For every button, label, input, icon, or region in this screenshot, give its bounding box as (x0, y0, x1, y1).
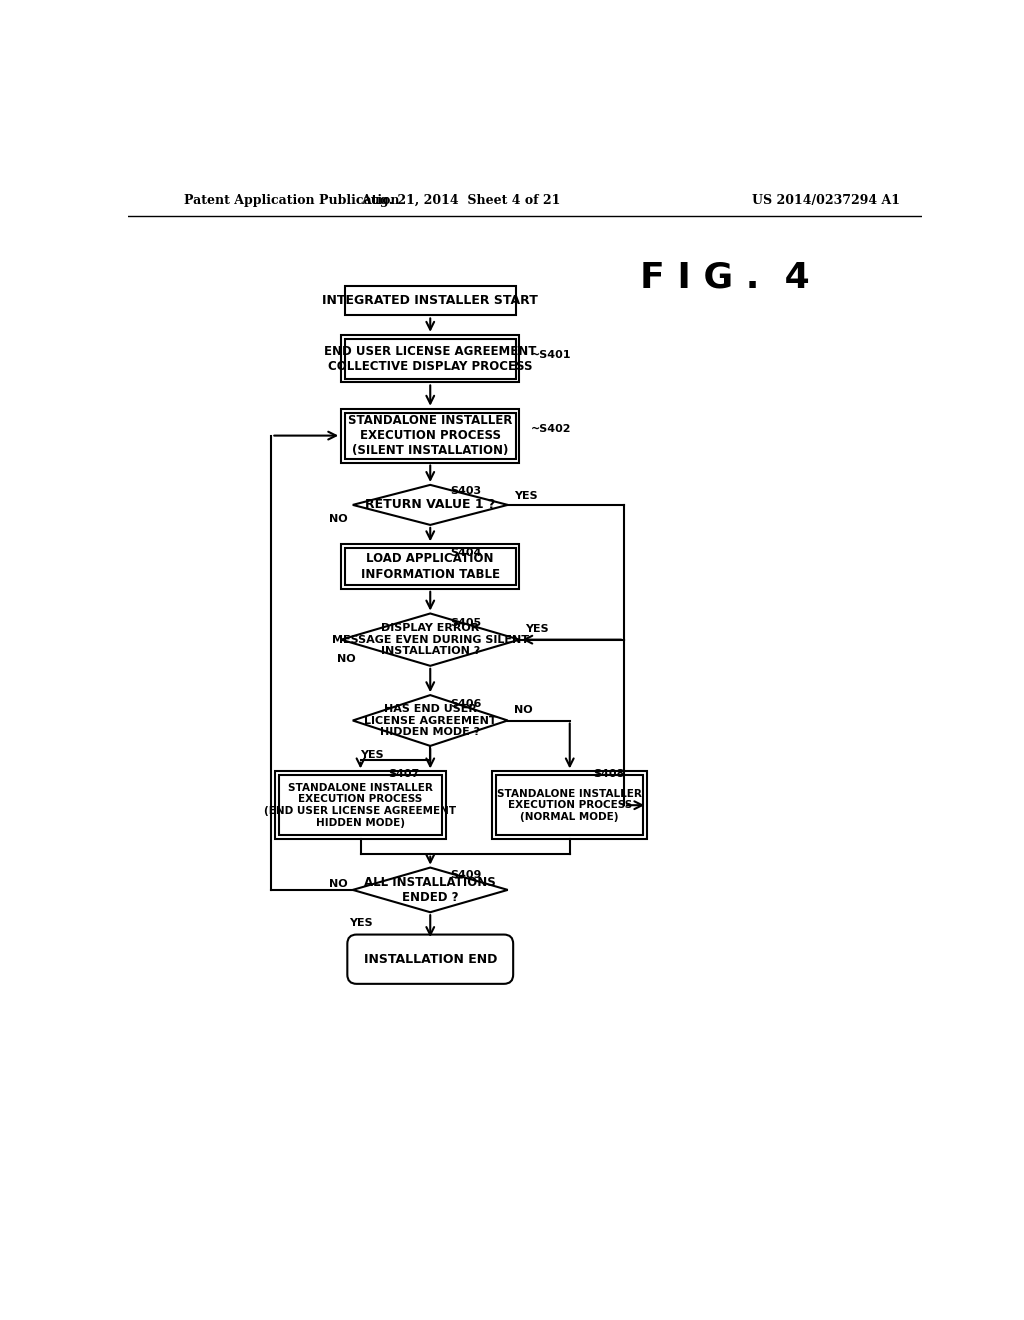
Text: S403: S403 (451, 486, 481, 496)
Text: S405: S405 (451, 618, 481, 628)
Text: END USER LICENSE AGREEMENT
COLLECTIVE DISPLAY PROCESS: END USER LICENSE AGREEMENT COLLECTIVE DI… (324, 345, 537, 372)
Text: ~S401: ~S401 (531, 350, 571, 360)
Bar (275, 771, 445, 840)
Bar (280, 775, 442, 836)
Text: S406: S406 (451, 700, 481, 709)
Text: YES: YES (360, 750, 384, 760)
Text: NO: NO (514, 705, 532, 714)
Polygon shape (352, 867, 508, 912)
FancyBboxPatch shape (347, 935, 513, 983)
Polygon shape (352, 484, 508, 525)
Text: Aug. 21, 2014  Sheet 4 of 21: Aug. 21, 2014 Sheet 4 of 21 (361, 194, 561, 207)
Text: STANDALONE INSTALLER
EXECUTION PROCESS
(NORMAL MODE): STANDALONE INSTALLER EXECUTION PROCESS (… (498, 788, 642, 822)
Bar (341, 544, 519, 589)
Bar (345, 339, 515, 379)
Text: HAS END USER
LICENSE AGREEMENT
HIDDEN MODE ?: HAS END USER LICENSE AGREEMENT HIDDEN MO… (364, 704, 497, 737)
Text: ALL INSTALLATIONS
ENDED ?: ALL INSTALLATIONS ENDED ? (365, 876, 496, 904)
Text: YES: YES (525, 624, 549, 634)
Text: YES: YES (514, 491, 538, 500)
Polygon shape (341, 614, 519, 665)
Text: S404: S404 (451, 548, 481, 558)
Bar (345, 548, 515, 585)
Text: STANDALONE INSTALLER
EXECUTION PROCESS
(END USER LICENSE AGREEMENT
HIDDEN MODE): STANDALONE INSTALLER EXECUTION PROCESS (… (264, 783, 457, 828)
Bar (345, 412, 515, 459)
Bar (345, 286, 515, 315)
Text: NO: NO (330, 879, 348, 888)
Text: RETURN VALUE 1 ?: RETURN VALUE 1 ? (366, 499, 496, 511)
Text: NO: NO (330, 513, 348, 524)
Text: S409: S409 (451, 870, 481, 879)
Text: INSTALLATION END: INSTALLATION END (364, 953, 497, 966)
Text: NO: NO (337, 653, 356, 664)
Text: Patent Application Publication: Patent Application Publication (183, 194, 399, 207)
Bar (493, 771, 647, 840)
Text: INTEGRATED INSTALLER START: INTEGRATED INSTALLER START (323, 294, 539, 308)
Bar (496, 775, 643, 836)
Text: STANDALONE INSTALLER
EXECUTION PROCESS
(SILENT INSTALLATION): STANDALONE INSTALLER EXECUTION PROCESS (… (348, 414, 512, 457)
Text: US 2014/0237294 A1: US 2014/0237294 A1 (752, 194, 899, 207)
Text: DISPLAY ERROR
MESSAGE EVEN DURING SILENT
INSTALLATION ?: DISPLAY ERROR MESSAGE EVEN DURING SILENT… (332, 623, 528, 656)
Text: ~S402: ~S402 (531, 425, 571, 434)
Text: YES: YES (349, 917, 373, 928)
Text: LOAD APPLICATION
INFORMATION TABLE: LOAD APPLICATION INFORMATION TABLE (360, 553, 500, 581)
Text: S408: S408 (593, 770, 625, 779)
Polygon shape (352, 696, 508, 746)
Bar (341, 335, 519, 383)
Text: F I G .  4: F I G . 4 (640, 261, 809, 294)
Bar (341, 409, 519, 462)
Text: S407: S407 (388, 770, 420, 779)
